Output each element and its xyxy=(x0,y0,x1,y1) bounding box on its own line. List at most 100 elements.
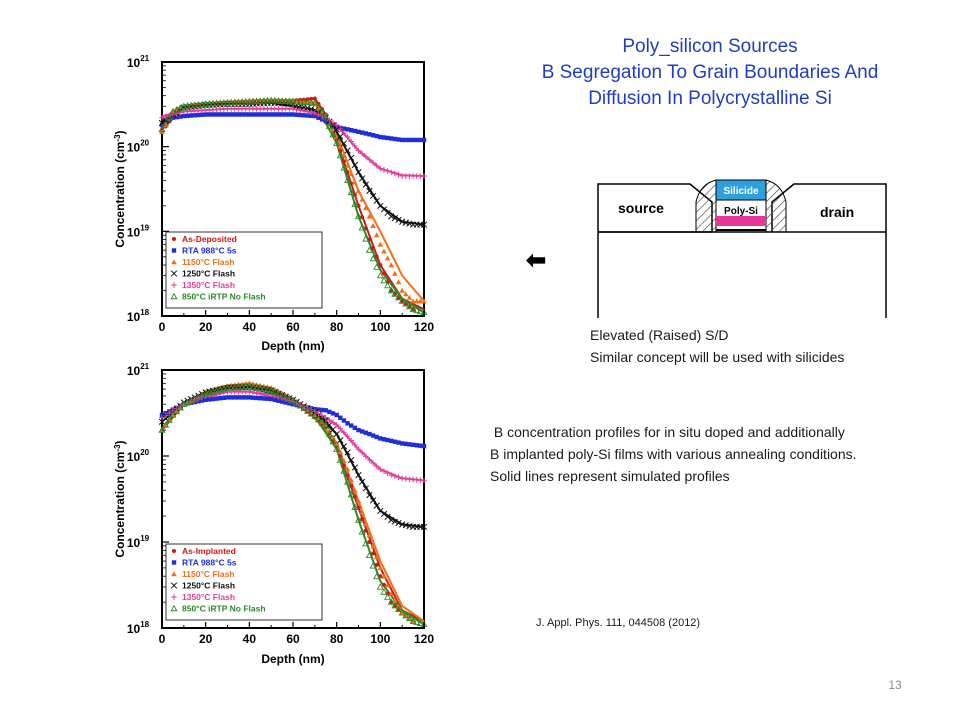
data-point xyxy=(225,395,230,400)
data-point xyxy=(392,473,398,479)
data-point xyxy=(388,262,395,268)
data-point xyxy=(392,439,398,444)
x-tick-label: 0 xyxy=(159,320,166,334)
data-point xyxy=(348,138,355,145)
data-point xyxy=(344,466,351,472)
data-point xyxy=(377,241,384,247)
legend-marker xyxy=(171,282,177,288)
data-point xyxy=(278,391,286,399)
data-point xyxy=(254,395,259,401)
data-point xyxy=(387,286,395,294)
data-point xyxy=(265,112,270,117)
data-point xyxy=(410,137,416,143)
data-point xyxy=(234,383,242,390)
data-point xyxy=(247,112,252,117)
data-point xyxy=(378,574,383,579)
data-point xyxy=(358,528,366,535)
data-point xyxy=(232,395,237,400)
data-point xyxy=(176,404,184,411)
data-point xyxy=(359,150,365,157)
data-point xyxy=(418,137,423,143)
data-point xyxy=(279,112,285,117)
data-point xyxy=(337,126,344,132)
data-point xyxy=(329,426,337,433)
data-point xyxy=(253,97,261,105)
data-point xyxy=(395,279,402,285)
data-point xyxy=(406,220,413,227)
data-point xyxy=(327,409,332,415)
data-point xyxy=(333,122,340,128)
data-point xyxy=(381,135,387,140)
data-point xyxy=(373,463,380,469)
data-point xyxy=(276,398,281,403)
caption-line: Solid lines represent simulated profiles xyxy=(490,468,730,484)
data-point xyxy=(340,443,348,450)
y-tick-label: 1021 xyxy=(127,54,150,70)
data-point xyxy=(279,399,285,404)
data-point xyxy=(378,134,383,140)
data-point xyxy=(399,218,406,225)
legend-label: 1350°C Flash xyxy=(182,280,235,290)
data-point xyxy=(377,165,384,172)
data-point xyxy=(341,429,347,436)
data-point xyxy=(362,520,369,527)
data-point xyxy=(305,113,310,118)
data-point xyxy=(374,434,379,440)
data-point xyxy=(399,137,405,143)
data-point xyxy=(334,412,339,418)
data-point xyxy=(345,127,350,132)
data-point xyxy=(356,129,361,134)
data-point xyxy=(232,112,237,117)
data-point xyxy=(392,136,398,142)
data-point xyxy=(239,112,245,117)
data-point xyxy=(420,523,428,531)
data-point xyxy=(304,104,311,112)
data-point xyxy=(271,388,279,395)
legend-label: 1250°C Flash xyxy=(182,581,235,591)
data-point xyxy=(378,436,383,441)
data-point xyxy=(172,407,181,415)
data-point xyxy=(359,196,365,202)
data-point xyxy=(414,443,419,448)
x-tick-label: 60 xyxy=(286,632,300,646)
data-point xyxy=(391,215,399,222)
data-point xyxy=(388,472,395,478)
legend-marker xyxy=(171,594,177,600)
data-point xyxy=(243,112,248,117)
data-point xyxy=(191,101,199,108)
data-point xyxy=(323,408,328,413)
data-point xyxy=(249,383,257,390)
title-line-2: B Segregation To Grain Boundaries And xyxy=(541,62,879,83)
data-point xyxy=(322,414,329,421)
data-point xyxy=(377,565,384,571)
data-point xyxy=(165,416,173,423)
x-tick-label: 20 xyxy=(199,632,213,646)
data-point xyxy=(344,449,351,456)
data-point xyxy=(381,167,387,173)
data-point xyxy=(421,137,427,143)
data-point xyxy=(374,254,379,259)
data-point xyxy=(282,97,290,105)
data-point xyxy=(370,433,376,438)
data-point xyxy=(358,478,366,485)
y-tick-label: 1021 xyxy=(127,362,150,378)
data-point xyxy=(416,619,424,627)
legend-label: As-Deposited xyxy=(182,234,237,244)
data-point xyxy=(326,417,333,423)
data-point xyxy=(367,132,372,137)
data-point xyxy=(338,415,343,420)
y-tick-label: 1019 xyxy=(127,534,150,550)
data-point xyxy=(250,395,256,400)
data-point xyxy=(242,382,250,390)
data-point xyxy=(402,522,409,529)
data-point xyxy=(316,115,321,120)
data-point xyxy=(300,103,308,111)
data-point xyxy=(245,382,253,389)
data-point xyxy=(387,598,395,605)
data-point xyxy=(289,97,297,105)
data-point xyxy=(166,410,173,416)
data-point xyxy=(236,395,241,400)
profiles-caption: B concentration profiles for in situ dop… xyxy=(490,421,857,487)
data-point xyxy=(355,147,362,154)
data-point xyxy=(388,590,395,597)
